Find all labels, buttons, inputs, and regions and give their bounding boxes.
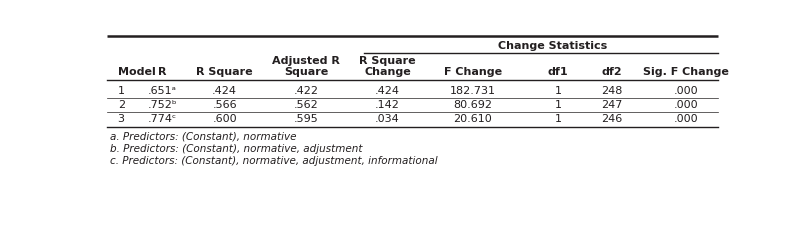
Text: b. Predictors: (Constant), normative, adjustment: b. Predictors: (Constant), normative, ad… [110, 144, 362, 154]
Text: .600: .600 [213, 114, 237, 124]
Text: .424: .424 [213, 86, 237, 96]
Text: 20.610: 20.610 [453, 114, 492, 124]
Text: Sig. F Change: Sig. F Change [643, 67, 729, 77]
Text: 1: 1 [555, 100, 561, 110]
Text: R: R [159, 67, 167, 77]
Text: R Square: R Square [196, 67, 253, 77]
Text: 247: 247 [601, 100, 623, 110]
Text: 80.692: 80.692 [453, 100, 492, 110]
Text: 246: 246 [601, 114, 623, 124]
Text: .000: .000 [674, 86, 698, 96]
Text: 1: 1 [555, 86, 561, 96]
Text: 3: 3 [118, 114, 125, 124]
Text: Model: Model [118, 67, 155, 77]
Text: df1: df1 [547, 67, 568, 77]
Text: .595: .595 [294, 114, 318, 124]
Text: .142: .142 [375, 100, 400, 110]
Text: .774ᶜ: .774ᶜ [148, 114, 177, 124]
Text: .562: .562 [294, 100, 318, 110]
Text: 1: 1 [555, 114, 561, 124]
Text: Adjusted R: Adjusted R [272, 56, 340, 66]
Text: 2: 2 [118, 100, 125, 110]
Text: c. Predictors: (Constant), normative, adjustment, informational: c. Predictors: (Constant), normative, ad… [110, 156, 438, 166]
Text: 182.731: 182.731 [450, 86, 496, 96]
Text: .424: .424 [375, 86, 400, 96]
Text: .000: .000 [674, 114, 698, 124]
Text: .000: .000 [674, 100, 698, 110]
Text: a. Predictors: (Constant), normative: a. Predictors: (Constant), normative [110, 132, 296, 141]
Text: Change: Change [364, 67, 411, 77]
Text: .752ᵇ: .752ᵇ [148, 100, 177, 110]
Text: .566: .566 [213, 100, 237, 110]
Text: .422: .422 [294, 86, 319, 96]
Text: R Square: R Square [359, 56, 415, 66]
Text: Change Statistics: Change Statistics [498, 41, 608, 51]
Text: .651ᵃ: .651ᵃ [148, 86, 177, 96]
Text: df2: df2 [602, 67, 622, 77]
Text: 248: 248 [601, 86, 623, 96]
Text: .034: .034 [375, 114, 400, 124]
Text: F Change: F Change [444, 67, 502, 77]
Text: Square: Square [284, 67, 328, 77]
Text: 1: 1 [118, 86, 125, 96]
